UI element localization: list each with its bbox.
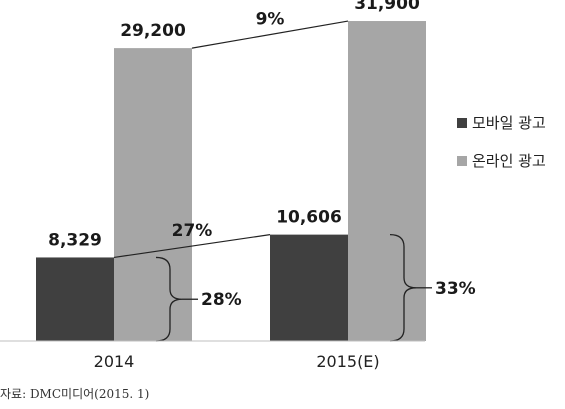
x-tick-label-0: 2014 — [94, 352, 135, 371]
bar-online-1 — [348, 21, 426, 342]
data-label-online-1: 31,900 — [354, 0, 420, 14]
data-label-online-0: 29,200 — [120, 21, 186, 41]
source-note: 자료: DMC미디어(2015. 1) — [0, 387, 150, 401]
x-tick-label-1: 2015(E) — [316, 352, 379, 371]
share-label-0: 28% — [201, 290, 242, 310]
data-label-mobile-1: 10,606 — [276, 208, 342, 228]
labels-layer: 8,329 10,606 29,200 31,900 9% 27% 28% 33% — [48, 0, 476, 310]
bar-mobile-1 — [270, 234, 348, 341]
bar-online-0 — [114, 48, 192, 342]
share-label-1: 33% — [435, 279, 476, 299]
legend-swatch-mobile — [457, 118, 467, 128]
growth-label-0: 9% — [256, 10, 285, 30]
legend-label-online: 온라인 광고 — [472, 152, 546, 170]
x-ticks: 2014 2015(E) — [94, 352, 380, 371]
connectors-layer — [113, 20, 432, 342]
data-label-mobile-0: 8,329 — [48, 230, 102, 250]
bars-layer — [36, 21, 426, 342]
growth-label-1: 27% — [172, 221, 213, 241]
growth-connector-1 — [113, 234, 271, 259]
bar-mobile-0 — [36, 257, 114, 341]
legend-swatch-online — [457, 156, 467, 166]
legend-label-mobile: 모바일 광고 — [472, 114, 546, 132]
growth-connector-0 — [191, 20, 349, 49]
